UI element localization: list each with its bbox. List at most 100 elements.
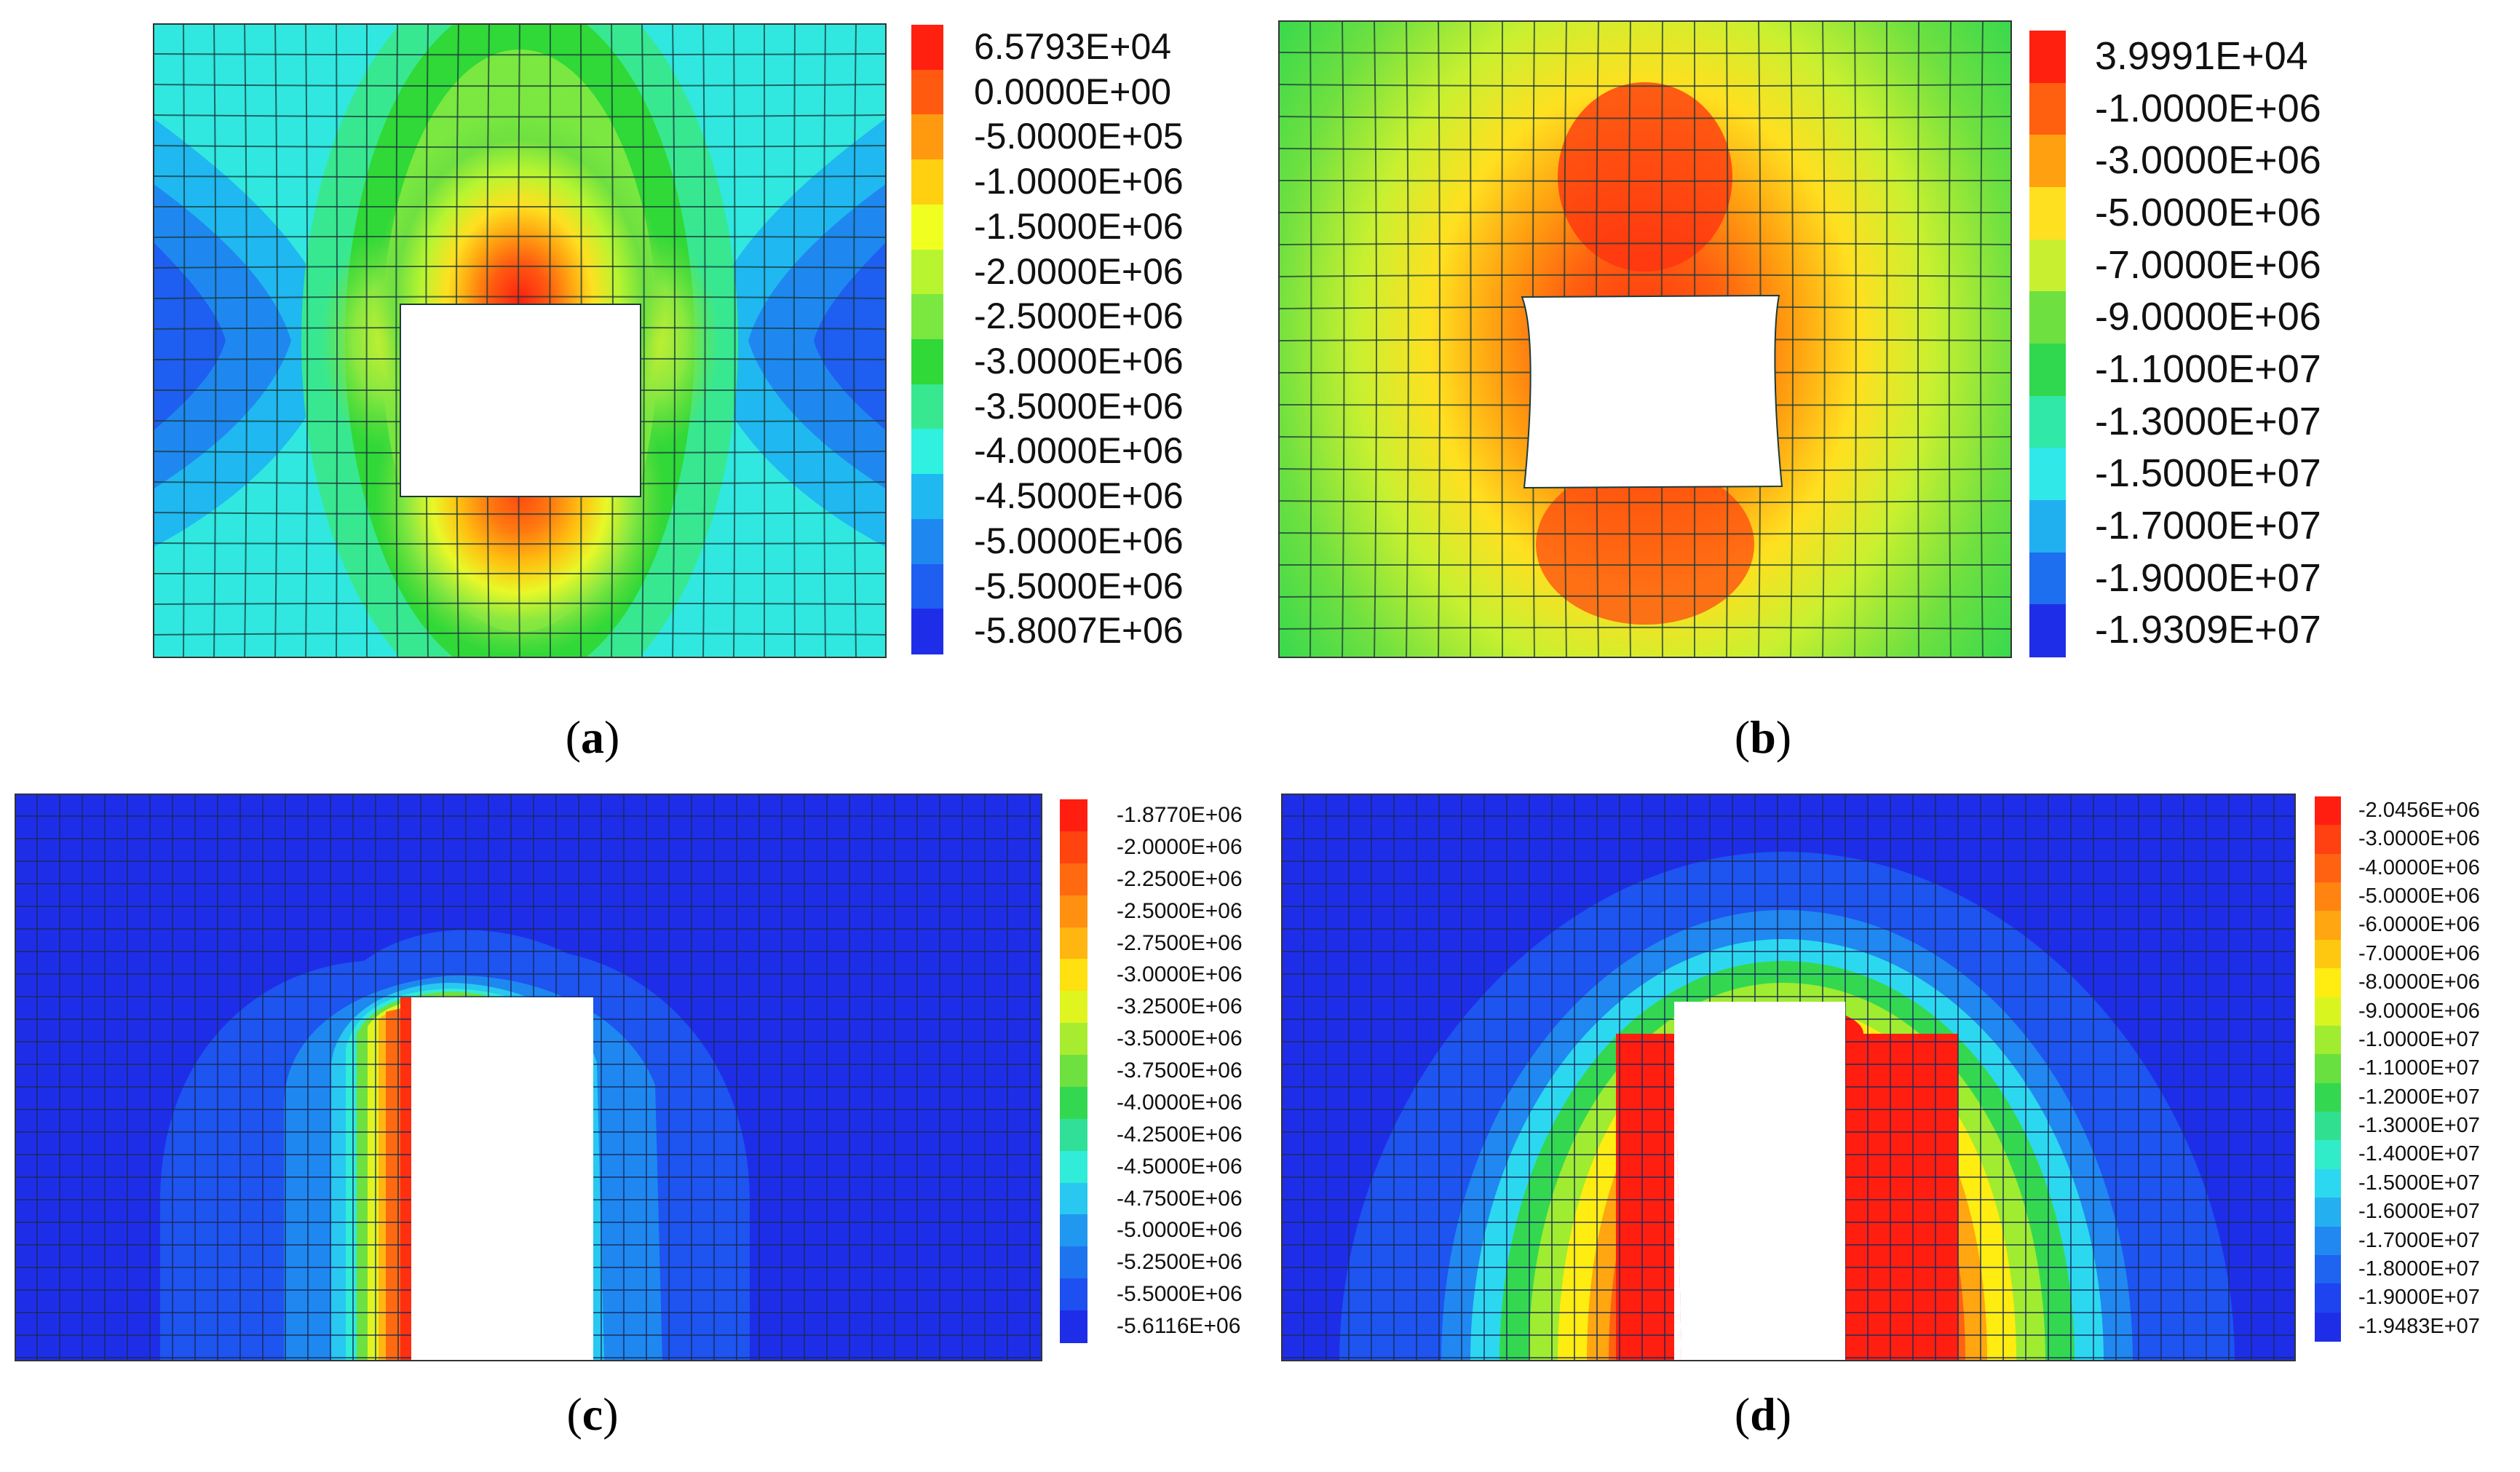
- legend-swatch: [2315, 939, 2341, 970]
- legend-swatch: [1060, 831, 1087, 864]
- legend-value-label: -5.0000E+05: [974, 116, 1184, 157]
- legend-color-bar-b: [2029, 31, 2066, 657]
- legend-swatch: [1060, 1150, 1087, 1184]
- legend-value-label: -5.0000E+06: [2095, 191, 2321, 234]
- mesh-line: [153, 145, 887, 149]
- legend-value-label: 0.0000E+00: [974, 71, 1172, 112]
- mesh-line: [1278, 242, 2012, 245]
- mesh-line: [1278, 532, 2012, 535]
- mesh-line: [336, 23, 338, 658]
- legend-value-label: -9.0000E+06: [2358, 999, 2480, 1023]
- legend-swatch: [2315, 1140, 2341, 1170]
- legend-value-label: -3.0000E+06: [2358, 827, 2480, 851]
- legend-value-label: -5.0000E+06: [1117, 1218, 1243, 1243]
- mesh-line: [1342, 20, 1345, 658]
- legend-value-label: -4.0000E+06: [974, 430, 1184, 472]
- mesh-line: [274, 23, 278, 658]
- legend-swatch: [2029, 448, 2066, 501]
- legend-value-label: -5.6116E+06: [1117, 1314, 1241, 1339]
- legend-value-label: -3.0000E+06: [974, 341, 1184, 381]
- legend-swatch: [2315, 1112, 2341, 1141]
- legend-value-label: -3.7500E+06: [1117, 1059, 1243, 1083]
- legend-swatch: [911, 429, 943, 475]
- legend-color-bar-a: [911, 25, 943, 654]
- legend-swatch: [2315, 853, 2341, 884]
- legend-swatch: [2029, 500, 2066, 553]
- legend-swatch: [2315, 1083, 2341, 1113]
- legend-swatch: [1060, 1118, 1087, 1152]
- legend-swatch: [911, 609, 943, 654]
- legend-value-label: -7.0000E+06: [2358, 941, 2480, 965]
- legend-swatch: [2315, 825, 2341, 855]
- mesh-line: [395, 23, 398, 658]
- legend-value-label: -8.0000E+06: [2358, 970, 2480, 994]
- legend-value-label: -1.4000E+07: [2358, 1142, 2480, 1166]
- legend-swatch: [1060, 1182, 1087, 1216]
- contour-svg-d: [1281, 794, 2296, 1361]
- legend-swatch: [2315, 1198, 2341, 1227]
- legend-value-label: -1.7000E+07: [2095, 504, 2321, 547]
- legend-swatch: [1060, 799, 1087, 832]
- legend-value-label: -1.1000E+07: [2358, 1056, 2480, 1080]
- legend-value-label: -1.0000E+06: [2095, 86, 2321, 130]
- legend-swatch: [2315, 1226, 2341, 1256]
- legend-swatch: [1060, 1023, 1087, 1056]
- legend-value-label: -5.5000E+06: [974, 565, 1184, 606]
- legend-color-bar-d: [2315, 796, 2341, 1342]
- legend-value-label: -2.5000E+06: [974, 296, 1184, 337]
- contour-svg-a: [153, 23, 887, 658]
- legend-value-label: -2.0000E+06: [1117, 834, 1243, 859]
- legend-value-label: -5.0000E+06: [974, 520, 1184, 561]
- legend-value-label: -3.2500E+06: [1117, 994, 1243, 1019]
- legend-swatch: [1060, 1055, 1087, 1088]
- legend-value-label: -1.3000E+07: [2095, 399, 2321, 443]
- legend-swatch: [1060, 927, 1087, 960]
- mesh-line: [153, 114, 887, 118]
- legend-value-label: -1.8000E+07: [2358, 1257, 2480, 1281]
- legend-value-label: -1.1000E+07: [2095, 347, 2321, 391]
- mesh-line: [305, 23, 309, 658]
- legend-swatch: [911, 114, 943, 161]
- legend-value-label: -3.0000E+06: [1117, 962, 1243, 987]
- legend-swatch: [1060, 895, 1087, 928]
- legend-swatch: [1060, 1214, 1087, 1248]
- contour-svg-b: [1278, 20, 2012, 658]
- legend-swatch: [911, 159, 943, 205]
- legend-value-label: -4.0000E+06: [2358, 855, 2480, 879]
- mesh-line: [702, 23, 706, 658]
- legend-swatch: [2315, 1054, 2341, 1084]
- legend-value-label: -1.7000E+07: [2358, 1228, 2480, 1252]
- legend-value-label: -1.0000E+06: [974, 161, 1184, 202]
- mesh-line: [153, 84, 887, 87]
- legend-swatch: [2029, 291, 2066, 344]
- legend-swatch: [2029, 187, 2066, 240]
- legend-swatch: [911, 474, 943, 520]
- mesh-line: [153, 632, 887, 636]
- legend-swatch: [2315, 1168, 2341, 1199]
- legend-swatch: [2029, 344, 2066, 397]
- legend-value-label: -1.6000E+07: [2358, 1200, 2480, 1224]
- legend-swatch: [911, 563, 943, 610]
- legend-value-label: -2.2500E+06: [1117, 866, 1243, 891]
- legend-swatch: [1060, 1246, 1087, 1280]
- mesh-line: [153, 265, 887, 269]
- legend-swatch: [1060, 863, 1087, 896]
- legend-value-label: -4.7500E+06: [1117, 1186, 1243, 1211]
- legend-value-label: -5.2500E+06: [1117, 1250, 1243, 1275]
- mesh-line: [1278, 626, 2012, 630]
- legend-value-label: -1.2000E+07: [2358, 1085, 2480, 1109]
- legend-value-label: -9.0000E+06: [2095, 295, 2321, 339]
- legend-swatch: [911, 25, 943, 71]
- legend-swatch: [2029, 239, 2066, 293]
- legend-value-label: -2.0000E+06: [974, 250, 1184, 292]
- legend-swatch: [2029, 604, 2066, 657]
- mesh-line: [153, 53, 887, 56]
- legend-swatch: [2315, 1312, 2341, 1342]
- legend-value-label: -5.8007E+06: [974, 610, 1184, 652]
- legend-value-label: -3.0000E+06: [2095, 138, 2321, 183]
- legend-swatch: [2315, 882, 2341, 912]
- mesh-line: [1309, 20, 1312, 658]
- legend-swatch: [2315, 997, 2341, 1026]
- mesh-line: [1278, 274, 2012, 277]
- legend-value-label: -4.5000E+06: [974, 475, 1184, 517]
